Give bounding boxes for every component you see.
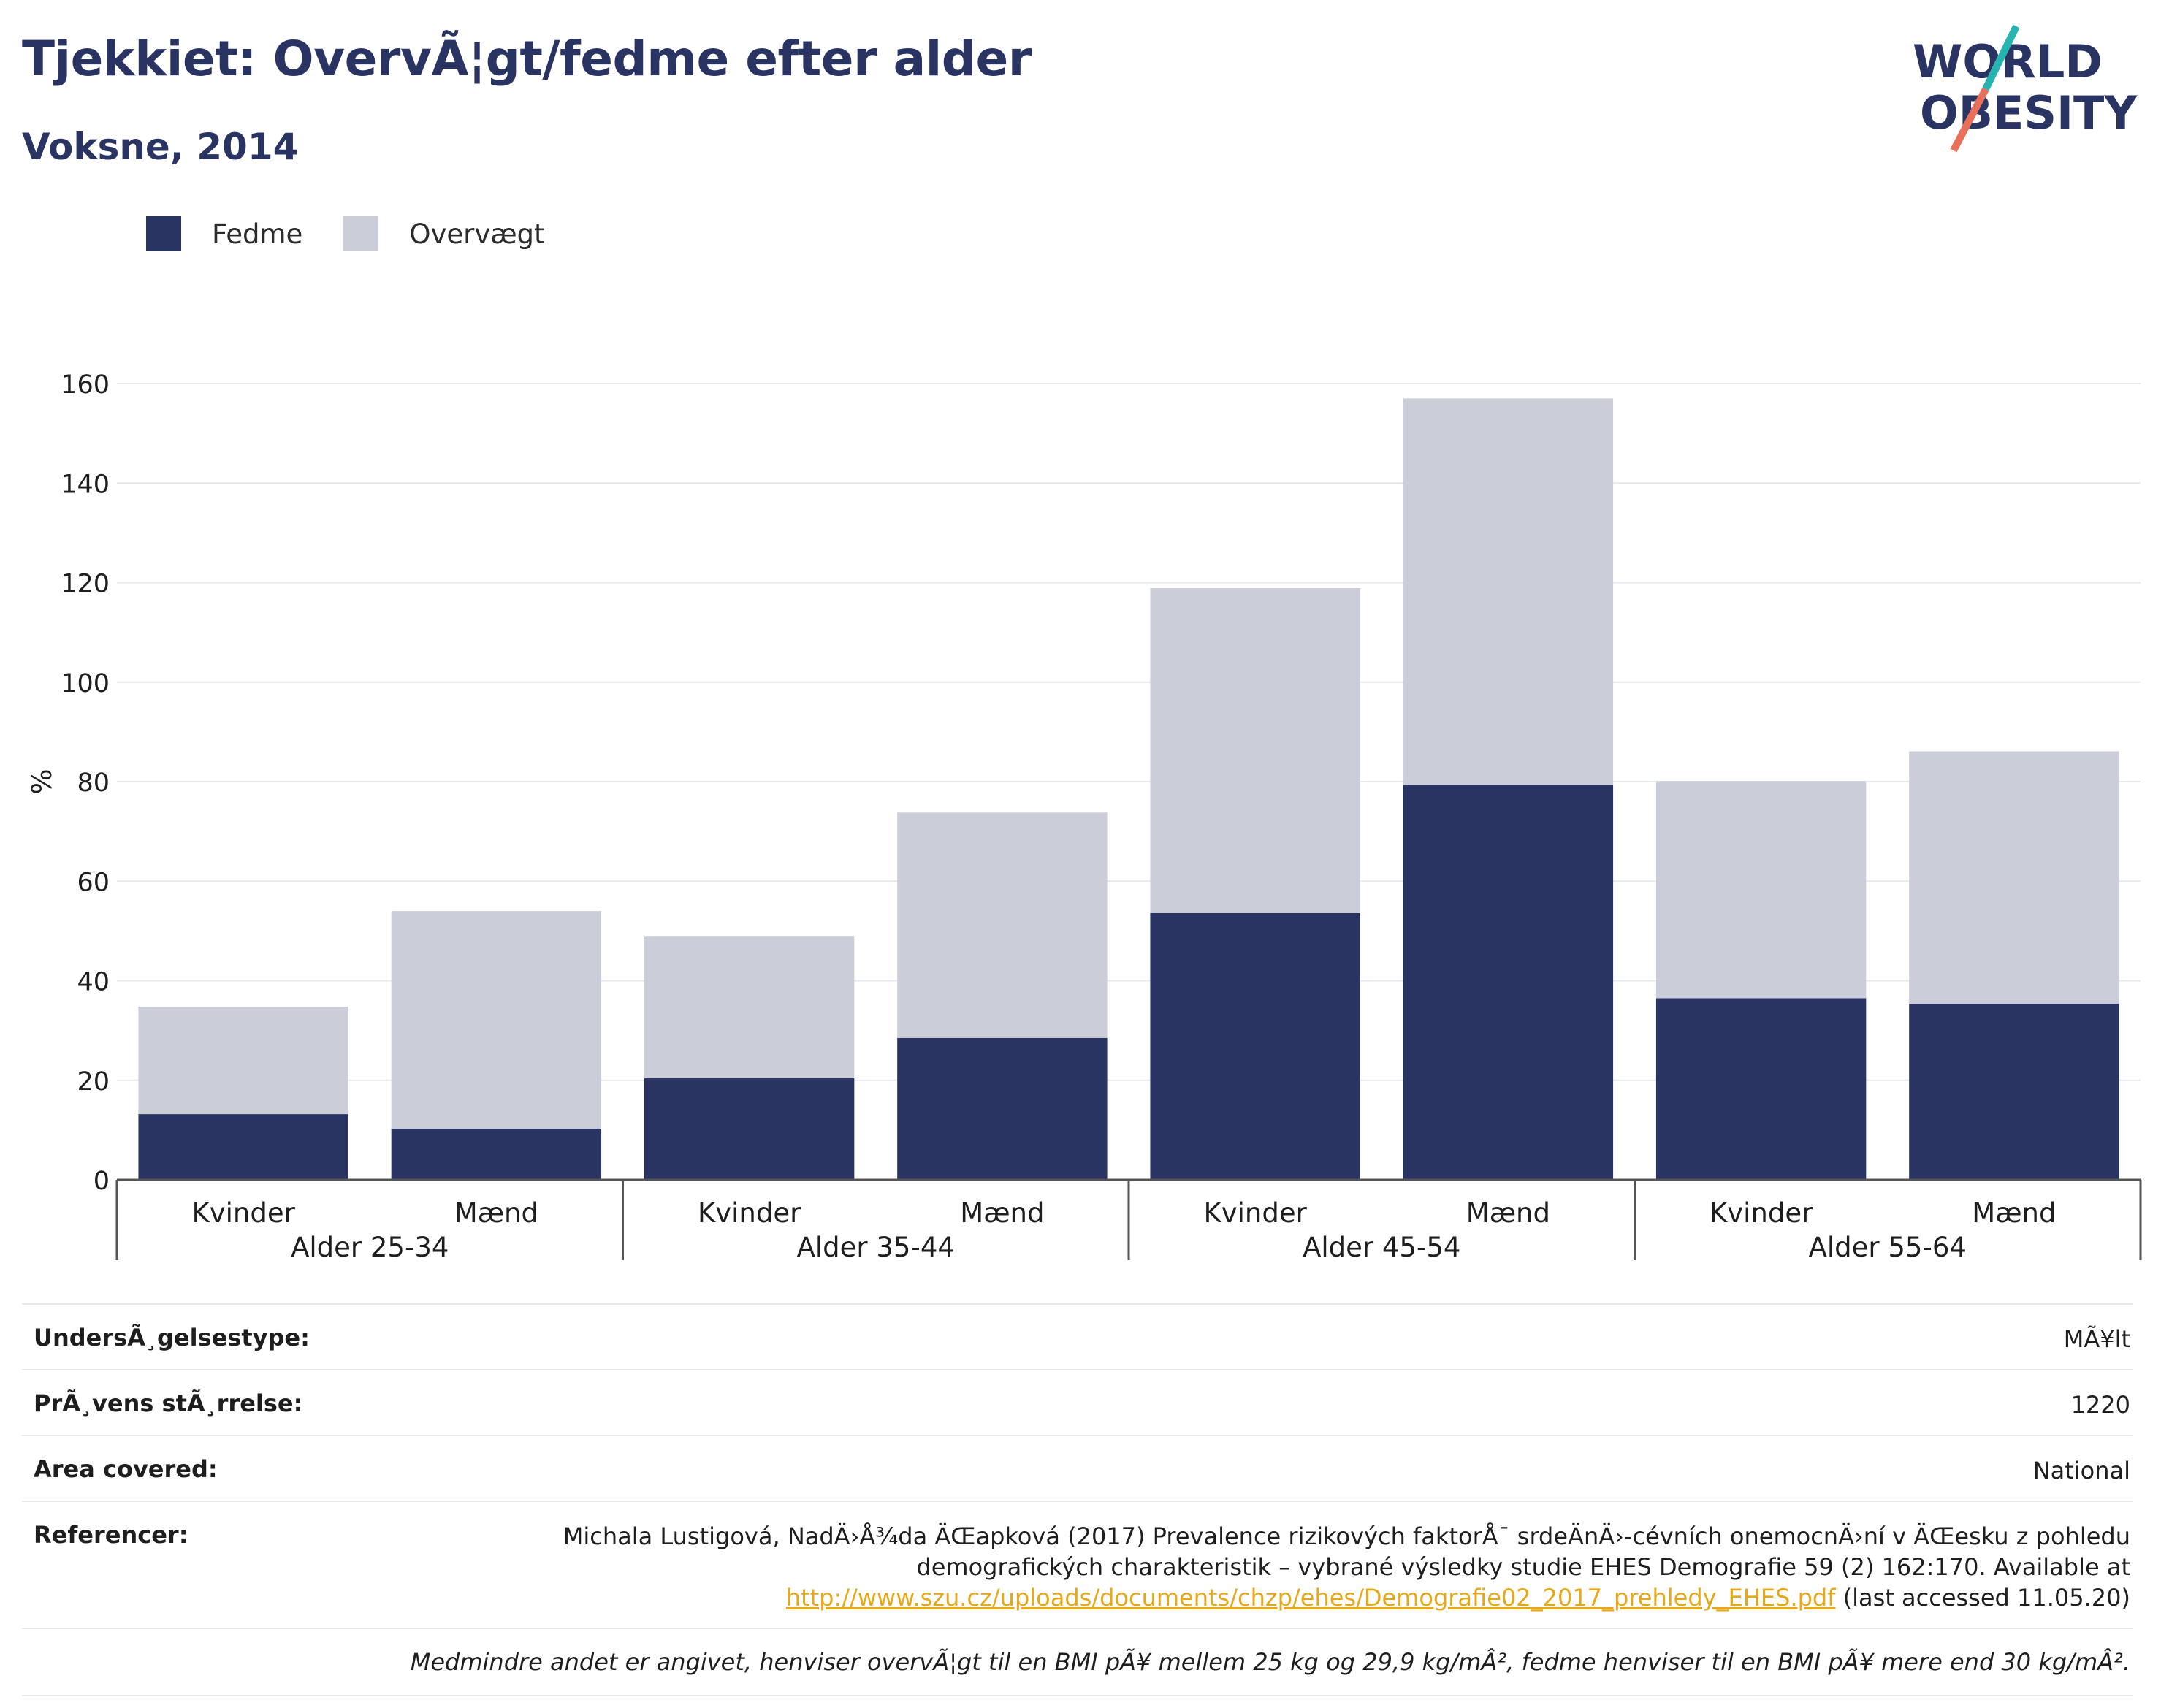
svg-text:OBESITY: OBESITY (1920, 86, 2138, 140)
group-label: Alder 35-44 (797, 1232, 955, 1263)
y-tick-label: 40 (77, 968, 110, 997)
info-row-sample-size: PrÃ¸vens stÃ¸rrelse: 1220 (22, 1369, 2133, 1435)
bar-fedme (1403, 785, 1614, 1180)
info-value: MÃ¥lt (2063, 1325, 2130, 1353)
reference-accessed: (last accessed 11.05.20) (1842, 1584, 2130, 1612)
bar-overvaegt (644, 936, 855, 1079)
x-tick-label: Kvinder (191, 1197, 295, 1229)
info-row-area-covered: Area covered: National (22, 1435, 2133, 1501)
reference-citation: Michala Lustigová, NadÄ›Å¾da ÄŒapková (2… (563, 1522, 2130, 1581)
y-tick-label: 60 (77, 868, 110, 897)
legend-label-overvaegt: Overvægt (409, 218, 545, 250)
y-tick-label: 100 (61, 669, 110, 698)
y-tick-label: 20 (77, 1067, 110, 1097)
y-tick-label: 140 (61, 470, 110, 499)
info-label: UndersÃ¸gelsestype: (34, 1324, 310, 1351)
x-tick-label: Kvinder (698, 1197, 801, 1229)
y-tick-label: 0 (94, 1167, 110, 1196)
bar-overvaegt (1150, 587, 1360, 913)
info-value: 1220 (2070, 1391, 2130, 1419)
reference-link[interactable]: http://www.szu.cz/uploads/documents/chzp… (785, 1584, 1836, 1612)
bar-overvaegt (897, 812, 1108, 1038)
group-label: Alder 45-54 (1303, 1232, 1460, 1263)
bar-fedme (1655, 998, 1867, 1180)
group-label: Alder 55-64 (1809, 1232, 1967, 1263)
x-tick-label: Mænd (960, 1197, 1044, 1229)
info-row-references: Referencer: Michala Lustigová, NadÄ›Å¾da… (22, 1501, 2133, 1628)
reference-text: Michala Lustigová, NadÄ›Å¾da ÄŒapková (2… (508, 1521, 2133, 1613)
y-axis-label: % (26, 769, 58, 794)
info-label: Referencer: (34, 1521, 188, 1549)
x-tick-label: Kvinder (1203, 1197, 1307, 1229)
info-table: UndersÃ¸gelsestype: MÃ¥lt PrÃ¸vens stÃ¸r… (22, 1303, 2133, 1696)
legend-item-overvaegt[interactable]: Overvægt (343, 216, 545, 251)
chart-legend: Fedme Overvægt (146, 216, 586, 251)
legend-swatch-overvaegt (343, 216, 379, 251)
y-tick-label: 160 (61, 370, 110, 400)
x-tick-label: Mænd (1972, 1197, 2056, 1229)
bar-overvaegt (138, 1006, 348, 1115)
chart-subtitle: Voksne, 2014 (22, 126, 299, 168)
x-tick-label: Kvinder (1710, 1197, 1813, 1229)
info-label: Area covered: (34, 1455, 218, 1483)
legend-label-fedme: Fedme (212, 218, 303, 250)
bar-overvaegt (1909, 751, 2119, 1004)
bar-fedme (1909, 1003, 2119, 1180)
bar-fedme (1150, 912, 1360, 1180)
stacked-bar-chart: 0 20 40 60 80 100 120 140 160% Kvinder Mænd Kvinder… (26, 370, 2142, 1263)
x-tick-label: Mænd (454, 1197, 538, 1229)
bar-fedme (138, 1114, 348, 1180)
bar-overvaegt (1403, 398, 1614, 785)
bar-overvaegt (1655, 781, 1867, 999)
legend-item-fedme[interactable]: Fedme (146, 216, 302, 251)
y-tick-label: 80 (77, 769, 110, 798)
bar-fedme (644, 1078, 855, 1180)
info-row-survey-type: UndersÃ¸gelsestype: MÃ¥lt (22, 1303, 2133, 1369)
x-tick-label: Mænd (1466, 1197, 1550, 1229)
definition-note: Medmindre andet er angivet, henviser ove… (22, 1628, 2133, 1696)
bar-fedme (391, 1128, 602, 1180)
legend-swatch-fedme (146, 216, 181, 251)
group-label: Alder 25-34 (291, 1232, 449, 1263)
world-obesity-logo: WORLD OBESITY (1913, 24, 2138, 153)
info-value: National (2032, 1457, 2130, 1484)
info-label: PrÃ¸vens stÃ¸rrelse: (34, 1389, 303, 1417)
bar-overvaegt (391, 911, 602, 1129)
y-tick-label: 120 (61, 570, 110, 599)
chart-title: Tjekkiet: OvervÃ¦gt/fedme efter alder (22, 31, 1032, 87)
bar-fedme (897, 1037, 1108, 1180)
